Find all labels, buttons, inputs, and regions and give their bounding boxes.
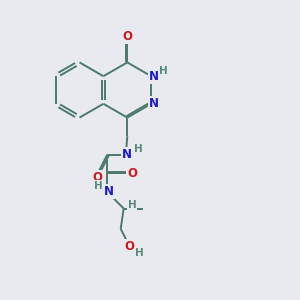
Text: H: H (159, 66, 168, 76)
Text: N: N (148, 97, 159, 110)
Text: O: O (92, 171, 102, 184)
Text: H: H (134, 144, 143, 154)
Text: N: N (104, 185, 114, 198)
Text: O: O (122, 30, 132, 43)
Text: O: O (125, 239, 135, 253)
Text: N: N (122, 148, 132, 161)
Text: H: H (135, 248, 144, 258)
Text: O: O (128, 167, 137, 180)
Text: H: H (128, 200, 136, 211)
Text: N: N (148, 70, 159, 83)
Text: H: H (94, 181, 103, 191)
